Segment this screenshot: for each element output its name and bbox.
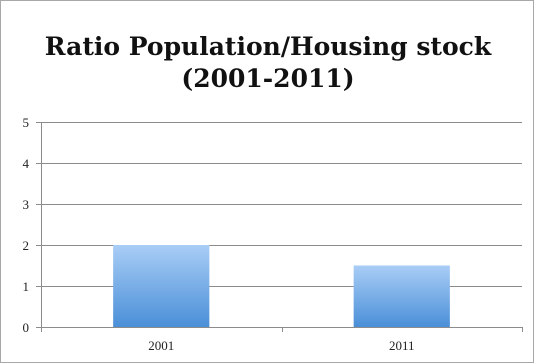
bar-2001: [113, 245, 210, 327]
chart-title: Ratio Population/Housing stock (2001-201…: [1, 31, 533, 95]
y-tick-label: 3: [23, 197, 30, 212]
y-tick-label: 0: [23, 320, 30, 335]
y-tick-label: 1: [23, 279, 30, 294]
y-tick-labels: 0 1 2 3 4 5: [23, 115, 30, 335]
y-tick-label: 2: [23, 238, 30, 253]
y-tick-label: 4: [23, 156, 30, 171]
y-tick-label: 5: [23, 115, 30, 130]
bars: [113, 245, 450, 327]
x-tick-label: 2001: [148, 338, 174, 353]
axes: [36, 122, 523, 332]
chart-title-line2: (2001-2011): [181, 64, 355, 93]
x-tick-labels: 2001 2011: [148, 338, 414, 353]
x-tick-label: 2011: [389, 338, 415, 353]
chart-title-line1: Ratio Population/Housing stock: [44, 32, 492, 61]
bar-2011: [353, 265, 450, 327]
